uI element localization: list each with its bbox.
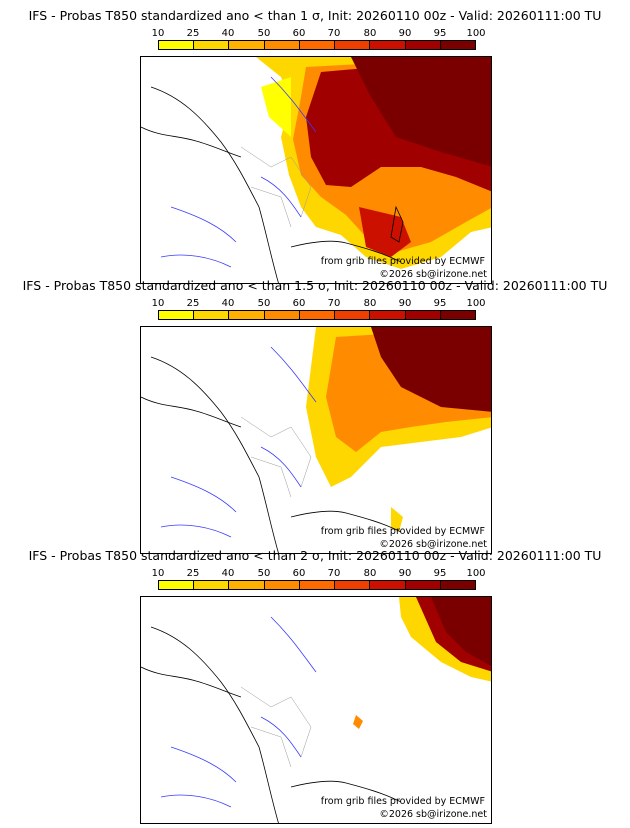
- map-panel-2: IFS - Probas T850 standardized ano < tha…: [0, 278, 630, 554]
- colorscale-tick: 10: [151, 568, 165, 579]
- colorscale-segment: [370, 311, 406, 319]
- colorscale-tick: 50: [257, 568, 271, 579]
- colorscale-segment: [299, 311, 336, 319]
- colorscale-tick: 70: [327, 298, 341, 309]
- colorscale-segment: [405, 311, 441, 319]
- colorscale-segment: [229, 581, 265, 589]
- colorscale-segment: [194, 311, 230, 319]
- colorscale-segment: [264, 41, 300, 49]
- colorscale-segment: [229, 311, 265, 319]
- colorscale-tick: 40: [221, 568, 235, 579]
- colorscale-segment: [299, 581, 336, 589]
- map-panel-3: IFS - Probas T850 standardized ano < tha…: [0, 548, 630, 824]
- probability-map: from grib files provided by ECMWF ©2026 …: [140, 596, 492, 824]
- colorscale-tick: 80: [363, 28, 377, 39]
- credit-copyright: ©2026 sb@irizone.net: [379, 539, 487, 550]
- credit-source: from grib files provided by ECMWF: [320, 796, 485, 807]
- colorscale-tick: 95: [433, 28, 447, 39]
- colorscale-segment: [370, 581, 406, 589]
- colorscale-tick: 10: [151, 298, 165, 309]
- colorscale-segment: [299, 41, 336, 49]
- colorscale-segment: [335, 581, 371, 589]
- probability-map: from grib files provided by ECMWF ©2026 …: [140, 56, 492, 284]
- colorscale-tick: 60: [292, 568, 306, 579]
- credit-source: from grib files provided by ECMWF: [320, 526, 485, 537]
- colorscale-tick: 50: [257, 28, 271, 39]
- colorscale-tick: 70: [327, 568, 341, 579]
- colorscale-segment: [159, 581, 195, 589]
- colorscale-segment: [440, 41, 475, 49]
- map-graphic: [141, 597, 491, 823]
- colorscale-tick: 95: [433, 298, 447, 309]
- colorscale-tick: 50: [257, 298, 271, 309]
- colorscale-segment: [194, 41, 230, 49]
- colorscale-labels: 10 25 40 50 60 70 80 90 95 100: [140, 298, 486, 310]
- panel-title: IFS - Probas T850 standardized ano < tha…: [28, 8, 602, 23]
- credit-source: from grib files provided by ECMWF: [320, 256, 485, 267]
- colorscale-tick: 100: [466, 28, 486, 39]
- colorscale-tick: 80: [363, 298, 377, 309]
- colorscale-segment: [159, 311, 195, 319]
- colorscale-segment: [405, 41, 441, 49]
- colorscale-segment: [159, 41, 195, 49]
- colorscale-tick: 25: [186, 568, 200, 579]
- colorscale-segment: [405, 581, 441, 589]
- colorscale-labels: 10 25 40 50 60 70 80 90 95 100: [140, 568, 486, 580]
- colorscale-bar: [158, 580, 476, 590]
- map-graphic: [141, 57, 491, 283]
- colorscale-segment: [264, 581, 300, 589]
- colorscale-tick: 40: [221, 28, 235, 39]
- colorscale-segment: [229, 41, 265, 49]
- colorscale-tick: 60: [292, 28, 306, 39]
- colorscale-tick: 60: [292, 298, 306, 309]
- colorscale-tick: 25: [186, 28, 200, 39]
- colorscale-tick: 10: [151, 28, 165, 39]
- colorscale-segment: [335, 41, 371, 49]
- colorscale-tick: 95: [433, 568, 447, 579]
- colorscale-segment: [440, 581, 475, 589]
- colorscale-tick: 40: [221, 298, 235, 309]
- colorscale-segment: [370, 41, 406, 49]
- probability-map: from grib files provided by ECMWF ©2026 …: [140, 326, 492, 554]
- colorscale-tick: 100: [466, 298, 486, 309]
- colorscale-tick: 90: [398, 298, 412, 309]
- colorscale-tick: 70: [327, 28, 341, 39]
- colorscale-labels: 10 25 40 50 60 70 80 90 95 100: [140, 28, 486, 40]
- map-panel-1: IFS - Probas T850 standardized ano < tha…: [0, 8, 630, 284]
- colorscale-segment: [194, 581, 230, 589]
- credit-copyright: ©2026 sb@irizone.net: [379, 269, 487, 280]
- colorscale-tick: 100: [466, 568, 486, 579]
- colorscale-tick: 90: [398, 568, 412, 579]
- panel-title: IFS - Probas T850 standardized ano < tha…: [22, 278, 608, 293]
- colorscale-tick: 80: [363, 568, 377, 579]
- colorscale-tick: 25: [186, 298, 200, 309]
- colorscale-segment: [335, 311, 371, 319]
- colorscale-bar: [158, 310, 476, 320]
- panel-title: IFS - Probas T850 standardized ano < tha…: [28, 548, 602, 563]
- credit-copyright: ©2026 sb@irizone.net: [379, 809, 487, 820]
- colorscale-segment: [264, 311, 300, 319]
- colorscale-tick: 90: [398, 28, 412, 39]
- map-graphic: [141, 327, 491, 553]
- colorscale-bar: [158, 40, 476, 50]
- colorscale-segment: [440, 311, 475, 319]
